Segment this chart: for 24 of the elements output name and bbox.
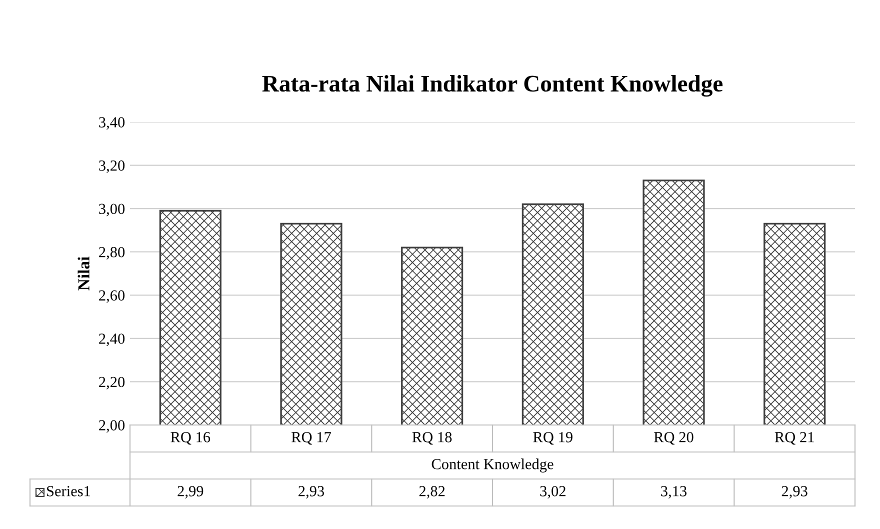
y-tick-label: 3,20 — [99, 160, 125, 173]
y-tick-label: 2,80 — [99, 247, 125, 260]
x-axis-title: Content Knowledge — [432, 458, 554, 472]
y-tick-label: 3,40 — [99, 117, 125, 130]
y-tick-label: 2,40 — [99, 334, 125, 346]
x-tick-label: RQ 20 — [654, 432, 694, 445]
y-tick-label: 2,00 — [99, 420, 125, 433]
x-tick-label: RQ 17 — [292, 432, 331, 445]
x-tick-label: RQ 16 — [170, 432, 210, 445]
data-label: 3,13 — [661, 486, 687, 499]
data-label: 2,82 — [419, 486, 445, 499]
data-label: 2,93 — [298, 486, 324, 499]
data-label: 2,93 — [782, 486, 808, 499]
chart-title: Rata-rata Nilai Indikator Content Knowledge — [262, 75, 723, 97]
y-axis-title: Nilai — [78, 256, 90, 290]
x-tick-label: RQ 18 — [412, 432, 452, 445]
data-label: 3,02 — [540, 486, 566, 499]
y-tick-label: 3,00 — [99, 204, 125, 216]
data-label: 2,99 — [178, 486, 204, 499]
x-tick-label: RQ 21 — [774, 432, 814, 445]
x-tick-label: RQ 19 — [533, 432, 572, 445]
y-tick-label: 2,20 — [99, 376, 125, 390]
legend-label: Series1 — [47, 486, 90, 496]
y-tick-label: 2,60 — [99, 290, 125, 303]
